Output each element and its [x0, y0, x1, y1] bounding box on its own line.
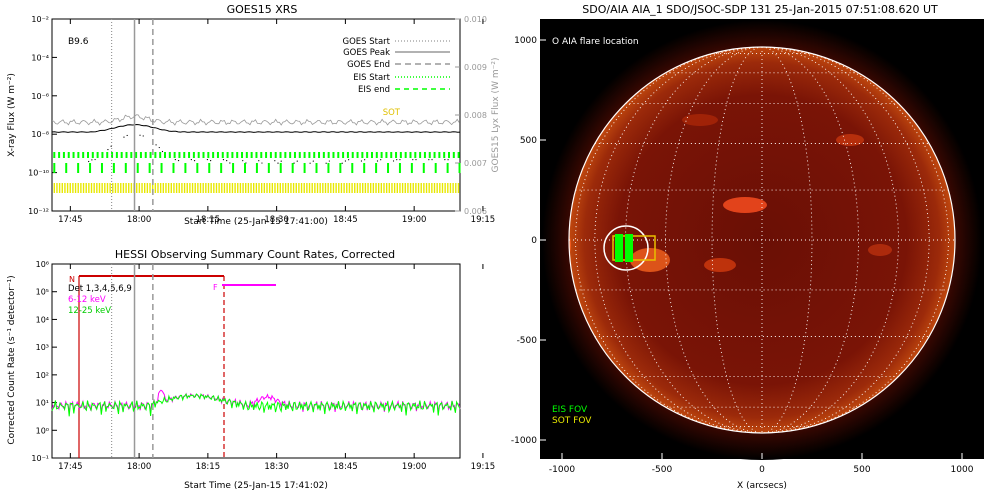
goes-x-tick-label: 17:45 [58, 215, 83, 225]
goes-y2-tick-label: 0.009 [464, 63, 487, 72]
eis-observation-row-1 [53, 152, 460, 158]
goes-y-tick-label: 10⁻¹² [28, 207, 49, 216]
goes-y-tick-label: 10⁻² [31, 15, 49, 24]
eis-fov-slot-1 [615, 234, 623, 262]
goes-title: GOES15 XRS [227, 3, 298, 16]
eis-fov-slot-2 [625, 234, 633, 262]
aia-x-tick-label: 1000 [951, 465, 974, 475]
hessi-x-tick-label: 19:00 [402, 462, 427, 472]
hessi-y-label: Corrected Count Rate (s⁻¹ detector⁻¹) [7, 275, 17, 444]
goes-lyman-alpha-curve [51, 114, 460, 126]
aia-x-tick-label: -500 [652, 465, 673, 475]
goes-x-ticks: 17:45 18:00 18:15 18:30 18:45 19:00 19:15 [58, 19, 495, 225]
hessi-panel: HESSI Observing Summary Count Rates, Cor… [7, 248, 495, 491]
legend-eis-end: EIS end [358, 85, 390, 95]
legend-sot: SOT [383, 108, 401, 118]
aia-flare-location-marker [603, 225, 649, 271]
hessi-y-tick-label: 10⁵ [36, 288, 49, 297]
goes-y-tick-label: 10⁻⁴ [31, 53, 49, 62]
goes-y2-tick-label: 0.010 [464, 15, 487, 24]
goes-y2-ticks: 0.006 0.007 0.008 0.009 0.010 [455, 15, 487, 216]
aia-x-tick-label: 500 [853, 465, 870, 475]
aia-x-tick-label: 0 [759, 465, 765, 475]
aia-legend-sot: SOT FOV [552, 416, 592, 426]
aia-x-ticks: -1000 -500 0 500 1000 [549, 453, 974, 475]
goes-long-channel-curve [51, 123, 461, 133]
aia-panel: SDO/AIA AIA_1 SDO/JSOC-SDP 131 25-Jan-20… [511, 3, 984, 491]
hessi-x-tick-label: 18:30 [264, 462, 289, 472]
goes-y-label: X-ray Flux (W m⁻²) [7, 73, 17, 157]
hessi-x-tick-label: 18:15 [196, 462, 221, 472]
legend-goes-peak: GOES Peak [343, 48, 390, 58]
legend-goes-end: GOES End [347, 60, 390, 70]
legend-eis-start: EIS Start [353, 73, 390, 83]
aia-y-tick-label: 0 [531, 236, 537, 246]
goes-y-tick-label: 10⁻⁸ [31, 130, 49, 139]
aia-y-ticks: 1000 500 0 -500 -1000 [511, 36, 546, 446]
goes-x-tick-label: 18:00 [127, 215, 152, 225]
aia-x-tick-label: -1000 [549, 465, 575, 475]
hessi-y-ticks: 10⁻¹ 10⁰ 10¹ 10² 10³ 10⁴ 10⁵ 10⁶ [31, 260, 57, 463]
hessi-y-tick-label: 10¹ [36, 399, 49, 408]
hessi-x-ticks: 17:45 18:00 18:15 18:30 18:45 19:00 19:15 [58, 264, 495, 472]
hessi-x-tick-label: 18:00 [127, 462, 152, 472]
goes-y2-tick-label: 0.007 [464, 159, 487, 168]
hessi-flag-n: N [69, 275, 75, 284]
hessi-y-tick-label: 10⁶ [36, 260, 49, 269]
aia-y-tick-label: -1000 [511, 436, 537, 446]
goes-class-label: B9.6 [68, 37, 89, 47]
hessi-y-tick-label: 10³ [36, 343, 49, 352]
goes-x-label: Start Time (25-Jan-15 17:41:00) [184, 217, 328, 227]
hessi-title: HESSI Observing Summary Count Rates, Cor… [115, 248, 395, 261]
hessi-flag-f: F [213, 283, 218, 292]
eis-observation-row-2 [53, 163, 461, 173]
aia-legend-eis: EIS FOV [552, 405, 588, 415]
hessi-y-tick-label: 10⁰ [36, 426, 49, 435]
hessi-legend-6-12: 6-12 keV [68, 295, 106, 305]
sot-observation-ticks [53, 183, 460, 193]
hessi-x-tick-label: 18:45 [333, 462, 358, 472]
hessi-x-tick-label: 19:15 [471, 462, 496, 472]
goes-y2-tick-label: 0.008 [464, 111, 487, 120]
goes-y-tick-label: 10⁻⁶ [31, 92, 49, 101]
goes-short-channel-dots [88, 134, 449, 164]
hessi-12-25kev-curve [51, 393, 461, 417]
hessi-x-label: Start Time (25-Jan-15 17:41:02) [184, 481, 328, 491]
hessi-x-tick-label: 17:45 [58, 462, 83, 472]
goes-x-tick-label: 19:15 [471, 215, 496, 225]
aia-y-tick-label: -500 [517, 336, 538, 346]
solar-limb [568, 46, 956, 434]
sot-fov-box [612, 235, 656, 261]
goes-y2-label: GOES15 Lyx Flux (W m⁻²) [491, 58, 501, 173]
hessi-y-tick-label: 10⁻¹ [31, 454, 49, 463]
hessi-y-tick-label: 10² [36, 371, 49, 380]
goes-y-ticks: 10⁻¹² 10⁻¹⁰ 10⁻⁸ 10⁻⁶ 10⁻⁴ 10⁻² [28, 15, 57, 216]
aia-title: SDO/AIA AIA_1 SDO/JSOC-SDP 131 25-Jan-20… [582, 3, 938, 16]
goes-x-tick-label: 18:15 [196, 215, 221, 225]
goes-panel: GOES15 XRS B9.6 10⁻¹²10⁻¹⁰10⁻⁸10⁻⁶10⁻⁴10… [7, 3, 501, 227]
goes-legend: GOES Start GOES Peak GOES End EIS Start … [342, 37, 450, 118]
aia-y-tick-label: 1000 [514, 36, 537, 46]
hessi-y-tick-label: 10⁴ [36, 315, 49, 324]
aia-x-label: X (arcsecs) [737, 481, 787, 491]
aia-y-tick-label: 500 [520, 136, 537, 146]
goes-x-tick-label: 18:30 [264, 215, 289, 225]
hessi-legend-12-25: 12-25 keV [68, 306, 111, 316]
goes-x-tick-label: 18:45 [333, 215, 358, 225]
goes-x-tick-label: 19:00 [402, 215, 427, 225]
goes-y-tick-label: 10⁻¹⁰ [28, 169, 49, 178]
hessi-detector-label: Det 1,3,4,5,6,9 [68, 284, 132, 294]
legend-goes-start: GOES Start [342, 37, 390, 47]
aia-legend-top: O AIA flare location [552, 37, 639, 47]
goes-y2-tick-label: 0.006 [464, 207, 487, 216]
hessi-axes-frame [51, 263, 461, 459]
